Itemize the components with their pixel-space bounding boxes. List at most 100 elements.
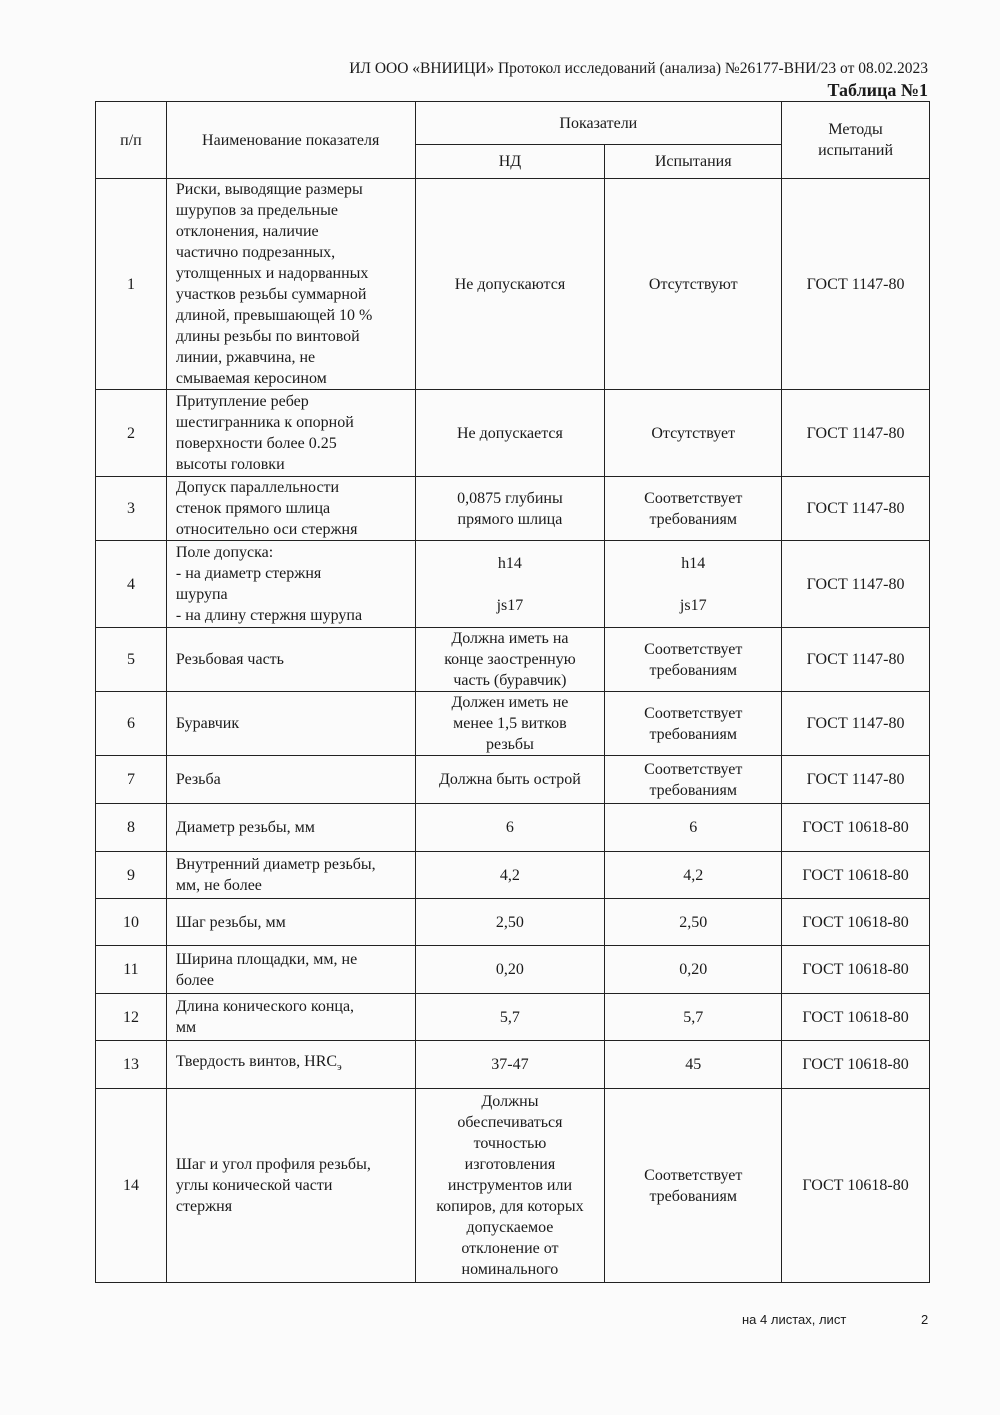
nd-value-text: 0,0875 глубины прямого шлица	[457, 489, 563, 528]
nd-value-text: h14 js17	[496, 554, 524, 614]
nd-value: 6	[414, 803, 606, 852]
test-method: ГОСТ 1147-80	[781, 755, 930, 804]
test-value: 2,50	[604, 898, 783, 946]
test-value: Отсутствует	[604, 389, 783, 477]
row-number: 1	[95, 178, 167, 390]
nd-value-text: 4,2	[499, 866, 520, 884]
nd-value: 4,2	[414, 851, 606, 899]
test-value-text: 2,50	[679, 913, 708, 931]
row-number-text: 3	[126, 500, 135, 517]
test-method: ГОСТ 1147-80	[781, 540, 930, 628]
indicator-name-text: Поле допуска: - на диаметр стержня шуруп…	[175, 544, 363, 624]
indicator-name: Допуск параллельности стенок прямого шли…	[165, 476, 416, 541]
row-number: 9	[95, 851, 167, 899]
indicator-name: Шаг резьбы, мм	[165, 898, 416, 946]
col-test: Испытания	[604, 144, 783, 179]
test-method: ГОСТ 10618-80	[781, 993, 930, 1041]
nd-value-text: Должна быть острой	[439, 771, 581, 788]
table-row: 7 Резьба Должна быть острой Соответствует т…	[95, 755, 930, 804]
test-method: ГОСТ 10618-80	[781, 851, 930, 899]
test-value-text: 4,2	[683, 866, 704, 884]
test-method: ГОСТ 10618-80	[781, 803, 930, 852]
test-method-text: ГОСТ 10618-80	[802, 1008, 909, 1026]
test-value-text: 5,7	[683, 1008, 704, 1026]
table-row: 14 Шаг и угол профиля резьбы, углы кониче…	[95, 1088, 930, 1283]
test-method-text: ГОСТ 1147-80	[806, 575, 905, 593]
footer-page: 2	[921, 1312, 929, 1327]
row-number: 14	[95, 1088, 167, 1283]
test-method: ГОСТ 1147-80	[781, 389, 930, 477]
test-value-text: Соответствует требованиям	[644, 704, 743, 743]
test-value: 6	[604, 803, 783, 852]
test-method-text: ГОСТ 10618-80	[802, 819, 909, 836]
nd-value: Должна иметь на конце заостренную часть …	[414, 627, 606, 692]
indicator-name-text: Буравчик	[175, 715, 240, 732]
indicator-name-text: Шаг и угол профиля резьбы, углы коническ…	[175, 1156, 371, 1215]
nd-value-text: Не допускается	[457, 424, 563, 442]
table-row: 1 Риски, выводящие размеры шурупов за пре…	[95, 178, 930, 390]
row-number: 7	[95, 755, 167, 804]
row-number-text: 13	[122, 1056, 139, 1073]
indicator-name-text: Твердость винтов, HRC	[175, 1052, 338, 1070]
table-row: 13 Твердость винтов, HRCэ 37-47 45 ГОСТ 1061…	[95, 1040, 930, 1089]
test-value-text: 6	[689, 819, 698, 836]
subscript: э	[337, 1061, 342, 1074]
nd-value: 5,7	[414, 993, 606, 1041]
test-value-text: 45	[685, 1056, 702, 1073]
nd-value-text: Должны обеспечиваться точностью изготовл…	[436, 1093, 584, 1278]
table-row: 8 Диаметр резьбы, мм 6 6 ГОСТ 10618-80	[95, 803, 930, 852]
row-number-text: 2	[126, 424, 135, 442]
indicator-name-text: Допуск параллельности стенок прямого шли…	[175, 479, 358, 538]
row-number: 8	[95, 803, 167, 852]
test-value: 4,2	[604, 851, 783, 899]
nd-value: Должны обеспечиваться точностью изготовл…	[414, 1088, 606, 1283]
indicator-name: Поле допуска: - на диаметр стержня шуруп…	[165, 540, 416, 628]
test-value: 5,7	[604, 993, 783, 1041]
nd-value: 0,20	[414, 945, 606, 994]
row-number: 10	[95, 898, 167, 946]
table-row: 9 Внутренний диаметр резьбы, мм, не более…	[95, 851, 930, 899]
row-number-text: 14	[122, 1177, 139, 1194]
indicator-name-text: Резьбовая часть	[175, 651, 284, 668]
nd-value-text: Должна иметь на конце заостренную часть …	[444, 630, 576, 689]
test-value: h14 js17	[604, 540, 783, 628]
row-number-text: 9	[126, 866, 135, 884]
nd-value: 0,0875 глубины прямого шлица	[414, 476, 606, 541]
indicator-name: Шаг и угол профиля резьбы, углы коническ…	[165, 1088, 416, 1283]
col-name: Наименование показателя	[165, 101, 416, 179]
test-value-text: Отсутствуют	[648, 275, 738, 293]
table-row: 12 Длина конического конца, мм 5,7 5,7 ГОСТ …	[95, 993, 930, 1041]
test-value: Отсутствуют	[604, 178, 783, 390]
table-row: 3 Допуск параллельности стенок прямого шл…	[95, 476, 930, 541]
row-number-text: 12	[122, 1008, 139, 1026]
row-number: 4	[95, 540, 167, 628]
test-value: 45	[604, 1040, 783, 1089]
col-nd: НД	[414, 144, 606, 179]
row-number-text: 4	[126, 575, 135, 593]
test-value-text: Отсутствует	[651, 424, 736, 442]
test-method-text: ГОСТ 10618-80	[802, 961, 909, 978]
row-number-text: 10	[122, 913, 139, 931]
test-method-text: ГОСТ 1147-80	[806, 715, 905, 732]
indicator-name-text: Притупление ребер шестигранника к опорно…	[175, 393, 354, 473]
table-row: 5 Резьбовая часть Должна иметь на конце за…	[95, 627, 930, 692]
nd-value-text: 37-47	[491, 1056, 529, 1073]
col-num: п/п	[95, 101, 167, 179]
results-table: п/п Наименование показателя Показатели М…	[95, 101, 930, 1283]
test-value-text: Соответствует требованиям	[644, 640, 743, 679]
test-value-text: Соответствует требованиям	[644, 760, 743, 799]
nd-value: Должна быть острой	[414, 755, 606, 804]
nd-value: Не допускается	[414, 389, 606, 477]
indicator-name: Притупление ребер шестигранника к опорно…	[165, 389, 416, 477]
test-method-text: ГОСТ 10618-80	[802, 866, 909, 884]
row-number-text: 1	[126, 275, 135, 293]
indicator-name: Резьбовая часть	[165, 627, 416, 692]
test-method-text: ГОСТ 1147-80	[806, 771, 905, 788]
test-method: ГОСТ 10618-80	[781, 1088, 930, 1283]
nd-value-text: 5,7	[499, 1008, 520, 1026]
row-number: 12	[95, 993, 167, 1041]
test-method: ГОСТ 10618-80	[781, 1040, 930, 1089]
test-value-text: h14 js17	[679, 554, 707, 614]
test-value: Соответствует требованиям	[604, 1088, 783, 1283]
